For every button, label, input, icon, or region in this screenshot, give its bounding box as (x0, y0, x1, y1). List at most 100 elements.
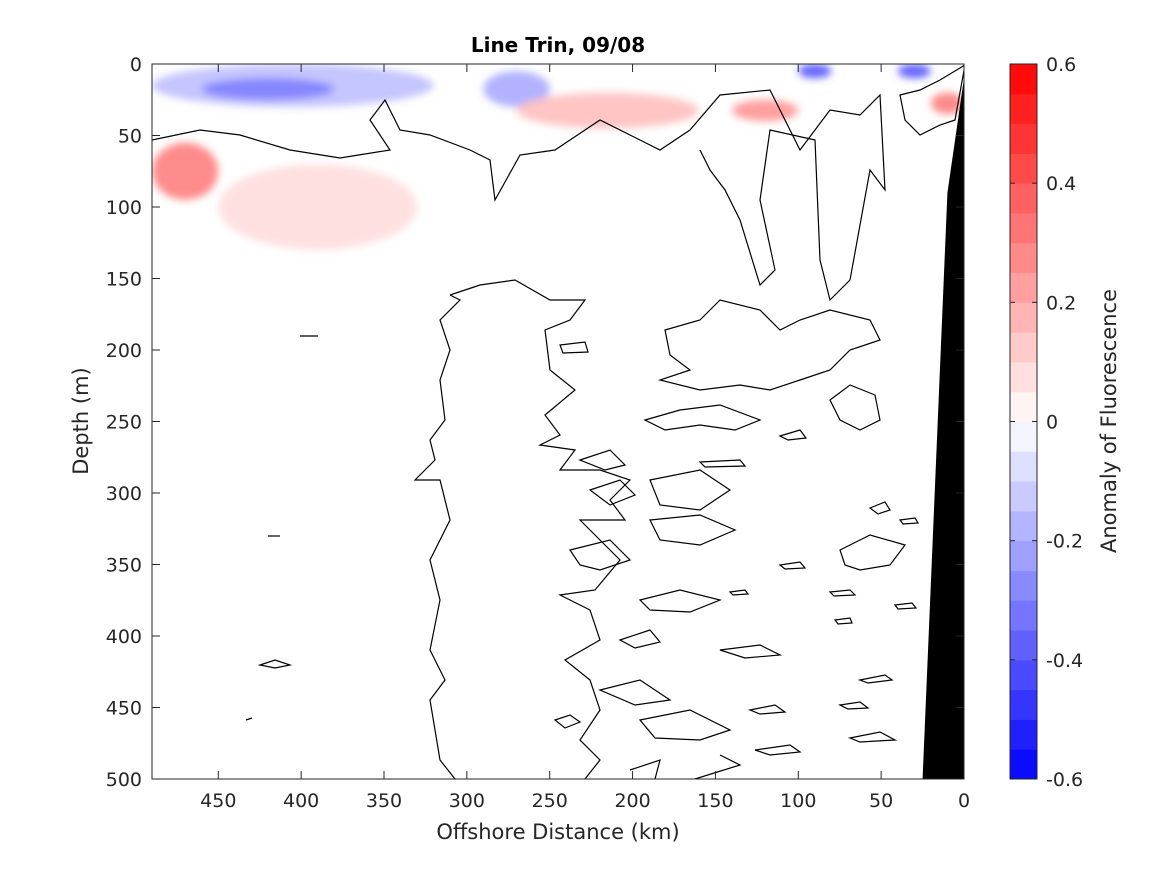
colorbar-step (1010, 272, 1037, 303)
x-tick-label: 50 (869, 790, 893, 812)
contour-line (698, 459, 747, 468)
colorbar-step (1010, 689, 1037, 720)
colorbar-step (1010, 570, 1037, 601)
anomaly-patch (798, 64, 832, 79)
y-tick-label: 200 (106, 340, 142, 362)
shelf-bathymetry (922, 78, 964, 780)
x-axis-label: Offshore Distance (km) (436, 820, 679, 844)
x-axis: 450 400 350 300 250 200 150 100 50 0 (200, 64, 970, 812)
contour-line (857, 674, 894, 684)
contour-line (257, 659, 293, 669)
colorbar-step (1010, 123, 1037, 154)
y-tick-label: 300 (106, 483, 142, 505)
contour-line (588, 479, 637, 506)
contour-line (245, 717, 253, 721)
x-tick-label: 300 (449, 790, 485, 812)
colorbar-step (1010, 242, 1037, 274)
contour-line (747, 704, 787, 715)
y-tick-label: 50 (118, 126, 142, 148)
x-tick-label: 0 (958, 790, 970, 812)
contour-line (754, 744, 802, 756)
colorbar-step (1010, 600, 1037, 631)
anomaly-patch (218, 164, 418, 250)
contour-line (598, 679, 672, 706)
colorbar-step (1010, 749, 1037, 780)
colorbar-tick-label: 0.6 (1046, 54, 1076, 76)
anomaly-patch (201, 78, 335, 100)
anomaly-patch (516, 92, 699, 129)
colorbar-ticks: -0.6 -0.4 -0.2 0 0.2 0.4 0.6 (1010, 54, 1083, 791)
colorbar-step (1010, 153, 1037, 184)
y-tick-label: 250 (106, 412, 142, 434)
x-tick-label: 200 (614, 790, 650, 812)
contour-line (694, 754, 742, 779)
colorbar-step (1010, 719, 1037, 750)
colorbar-tick-label: -0.6 (1046, 769, 1083, 791)
colorbar-steps (1010, 64, 1037, 780)
colorbar-step (1010, 391, 1037, 422)
anomaly-patch (732, 99, 799, 122)
colorbar-step (1010, 212, 1037, 244)
contour-line (778, 561, 807, 570)
contour-line (839, 534, 907, 571)
y-tick-label: 150 (106, 269, 142, 291)
colorbar-tick-label: 0.4 (1046, 173, 1076, 195)
y-tick-label: 100 (106, 197, 142, 219)
x-tick-label: 100 (780, 790, 816, 812)
x-tick-label: 250 (532, 790, 568, 812)
colorbar-step (1010, 302, 1037, 333)
colorbar-tick-label: 0.2 (1046, 292, 1076, 314)
contour-line (553, 714, 582, 729)
contour-line (657, 299, 881, 391)
contour-line (829, 384, 881, 431)
colorbar-label: Anomaly of Fluorescence (1097, 289, 1121, 553)
contour-line (847, 731, 898, 743)
contour-line (893, 602, 918, 610)
contour-line (618, 629, 662, 649)
anomaly-patch (483, 71, 550, 107)
contour-line (629, 759, 661, 779)
contour-line (152, 89, 886, 302)
colorbar-step (1010, 481, 1037, 512)
x-tick-label: 450 (200, 790, 236, 812)
contour-line (828, 589, 857, 597)
contour-line (868, 501, 891, 515)
contour-line (778, 429, 808, 441)
contour-line (638, 589, 722, 613)
x-tick-label: 150 (697, 790, 733, 812)
contour-line (578, 449, 627, 471)
contour-line (899, 64, 964, 136)
colorbar-step (1010, 361, 1037, 393)
colorbar-step (1010, 421, 1037, 452)
contour-line (898, 517, 920, 525)
y-tick-label: 400 (106, 626, 142, 648)
contour-line (569, 539, 632, 571)
colorbar-tick-label: 0 (1046, 412, 1058, 434)
contour-line (838, 701, 870, 710)
y-tick-label: 500 (106, 769, 142, 791)
contour-line (449, 279, 632, 779)
contour-line (559, 341, 589, 354)
y-axis: 0 50 100 150 200 250 300 350 400 450 500 (106, 54, 964, 791)
anomaly-patch (930, 92, 964, 115)
anomaly-patch (897, 64, 931, 79)
contour-line (833, 617, 853, 625)
contour-line (728, 589, 750, 596)
y-tick-label: 450 (106, 698, 142, 720)
colorbar-tick-label: -0.2 (1046, 531, 1083, 553)
anomaly-patches (152, 64, 964, 250)
zero-contour-lines (152, 64, 964, 779)
y-tick-label: 0 (130, 54, 142, 76)
colorbar-tick-label: -0.4 (1046, 650, 1083, 672)
colorbar-step (1010, 332, 1037, 363)
colorbar-step (1010, 510, 1037, 542)
contour-line (638, 709, 732, 741)
colorbar-step (1010, 451, 1037, 482)
colorbar: -0.6 -0.4 -0.2 0 0.2 0.4 0.6 Anomaly of Fluore… (1009, 54, 1121, 791)
y-axis-label: Depth (m) (69, 367, 93, 474)
x-tick-label: 400 (283, 790, 319, 812)
contour-line (643, 404, 762, 431)
colorbar-step (1010, 630, 1037, 661)
colorbar-step (1010, 93, 1037, 125)
